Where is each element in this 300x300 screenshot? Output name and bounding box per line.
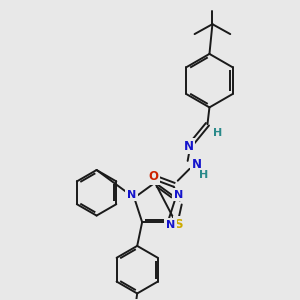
Text: O: O: [148, 170, 158, 183]
Text: H: H: [213, 128, 222, 138]
Text: N: N: [184, 140, 194, 152]
Text: S: S: [175, 218, 183, 231]
Text: N: N: [174, 190, 183, 200]
Text: N: N: [127, 190, 136, 200]
Text: H: H: [199, 170, 208, 180]
Text: N: N: [192, 158, 202, 171]
Text: N: N: [166, 220, 176, 230]
